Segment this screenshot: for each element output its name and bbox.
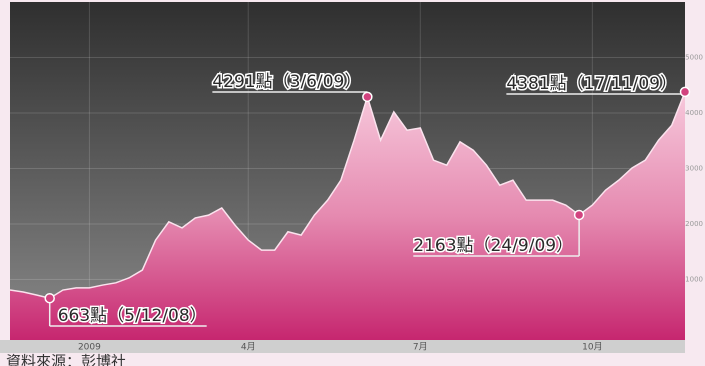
- x-tick-label: 4月: [241, 342, 256, 353]
- annotation: 4291點（3/6/09）: [212, 72, 361, 92]
- y-tick-label: 1000: [685, 276, 703, 284]
- y-tick-label: 5000: [685, 54, 703, 62]
- x-tick-label: 10月: [582, 342, 602, 353]
- y-tick-label: 4000: [685, 109, 703, 117]
- x-tick-label: 2009: [78, 343, 101, 353]
- annotation: 4381點（17/11/09）: [506, 74, 677, 94]
- area-edge: [9, 91, 686, 300]
- annotation-dot: [679, 86, 691, 98]
- x-axis-band: [0, 340, 685, 353]
- area: [10, 91, 685, 341]
- source: 資料來源：彭博社: [6, 353, 126, 366]
- annotation-dot: [44, 292, 55, 304]
- x-tick-label: 7月: [413, 342, 428, 353]
- annotation-dot: [362, 91, 373, 103]
- y-tick-label: 3000: [685, 165, 703, 173]
- y-tick-label: 2000: [685, 220, 703, 228]
- annotation-dot: [573, 209, 585, 221]
- annotation: 2163點（24/9/09）: [413, 236, 573, 256]
- annotation: 663點（5/12/08）: [58, 306, 207, 326]
